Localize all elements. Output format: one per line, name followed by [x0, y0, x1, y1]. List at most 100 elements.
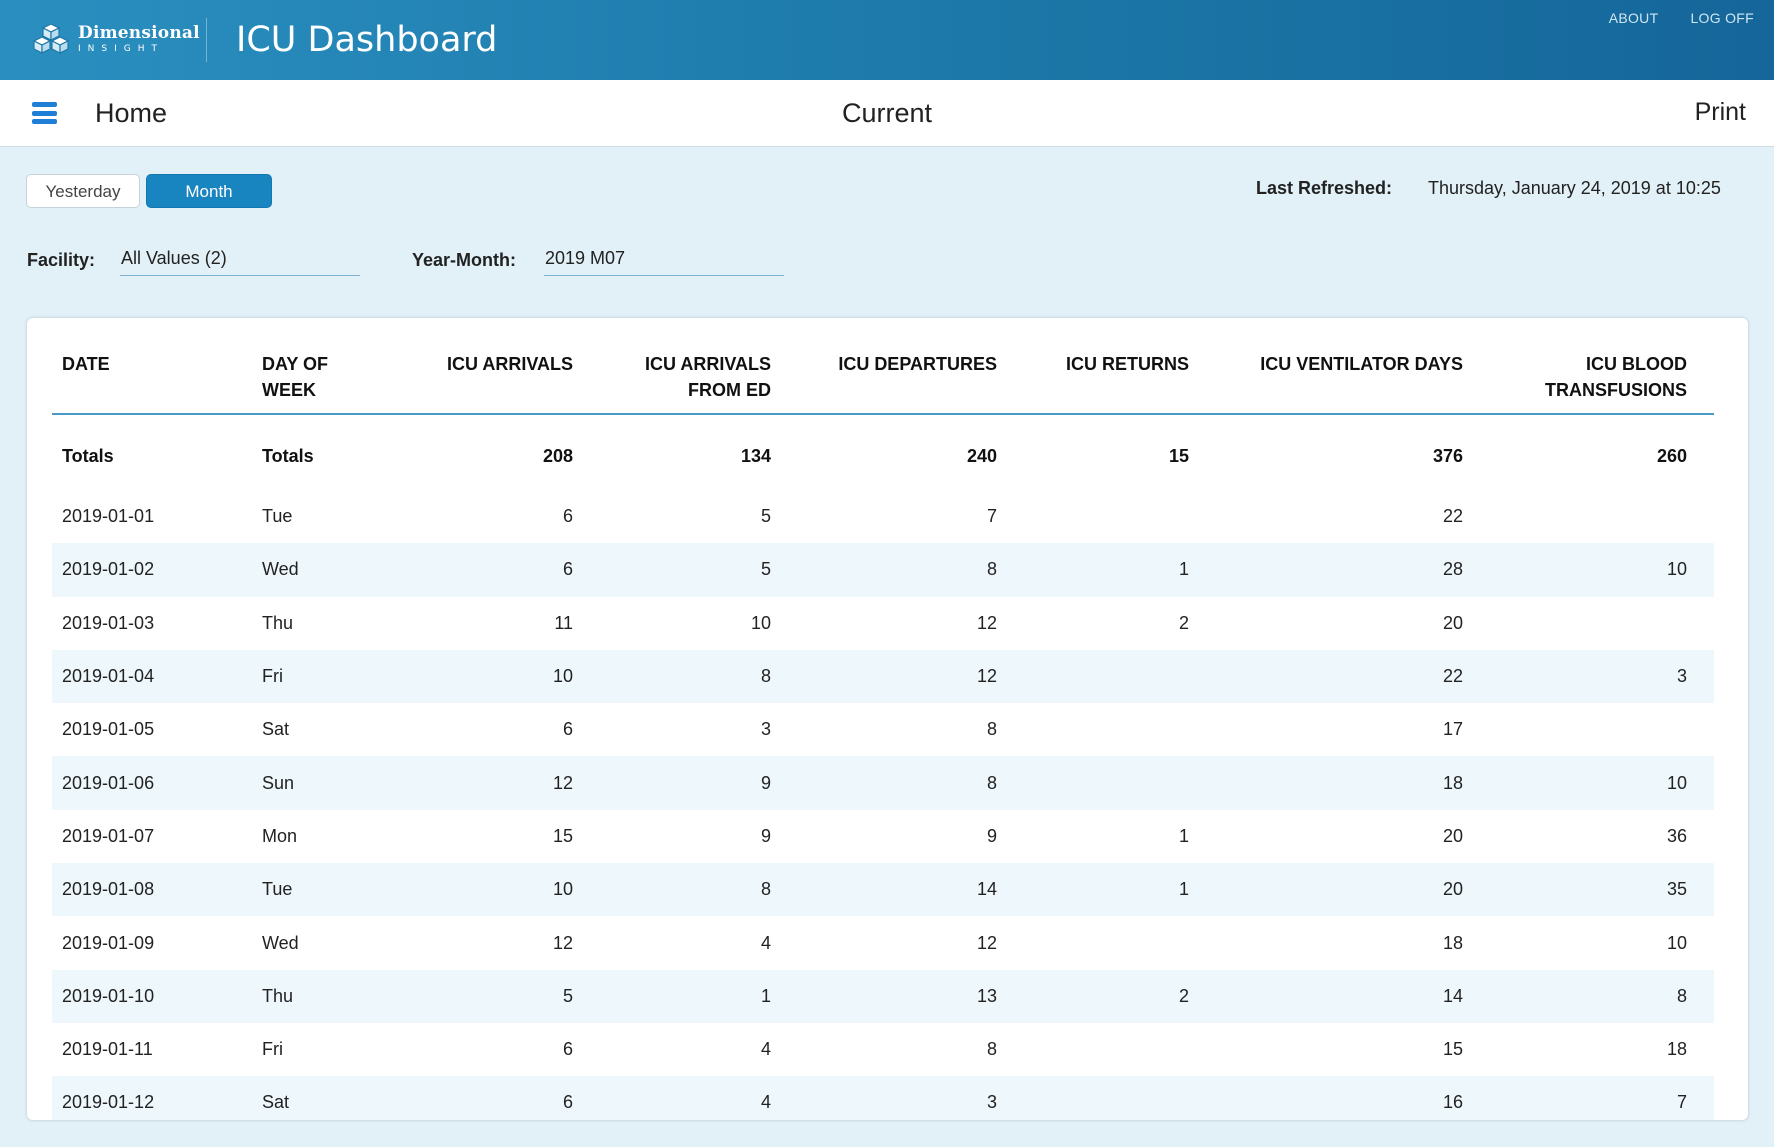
table-row[interactable]: 2019-01-05 Sat 6 3 8 17 — [52, 703, 1714, 756]
cell-icu-arrivals: 6 — [562, 719, 573, 740]
cell-icu-arrivals-from-ed: 9 — [600, 756, 798, 810]
table-row[interactable]: 2019-01-08 Tue 10 8 14 1 20 35 — [52, 863, 1714, 917]
cell-icu-arrivals-from-ed: 4 — [760, 932, 771, 953]
cell-icu-blood-transfusions — [1490, 703, 1714, 756]
table-row[interactable]: 2019-01-02 Wed 6 5 8 1 28 10 — [52, 543, 1714, 597]
logo-line-2: INSIGHT — [78, 43, 164, 54]
cell-date: 2019-01-12 — [52, 1076, 252, 1120]
table-row[interactable]: 2019-01-04 Fri 10 8 12 22 3 — [52, 649, 1714, 704]
log-off-link[interactable]: LOG OFF — [1690, 10, 1754, 26]
hamburger-menu-icon[interactable] — [32, 102, 57, 124]
column-header-icu-blood-transfusions[interactable]: ICU BLOOD TRANSFUSIONS — [1490, 336, 1714, 415]
cell-icu-arrivals: 6 — [562, 1039, 573, 1060]
cell-icu-departures: 12 — [976, 612, 997, 633]
column-header-day-of-week[interactable]: DAY OF WEEK — [252, 336, 402, 415]
cell-day-of-week: Sun — [252, 756, 402, 810]
cell-icu-arrivals-from-ed: 8 — [600, 863, 798, 917]
cell-day-of-week: Thu — [252, 969, 402, 1023]
column-header-icu-departures[interactable]: ICU DEPARTURES — [798, 336, 1024, 415]
cell-icu-departures: 8 — [986, 719, 997, 740]
table-row[interactable]: 2019-01-11 Fri 6 4 8 15 18 — [52, 1023, 1714, 1076]
cell-date: 2019-01-07 — [62, 825, 155, 846]
cell-icu-arrivals: 12 — [552, 932, 573, 953]
cell-icu-ventilator-days: 18 — [1216, 756, 1490, 810]
year-month-select[interactable]: 2019 M07 — [544, 248, 784, 276]
cell-icu-arrivals: 6 — [562, 506, 573, 527]
cell-icu-ventilator-days: 20 — [1216, 863, 1490, 917]
cell-icu-departures: 12 — [976, 932, 997, 953]
year-month-label: Year-Month: — [412, 250, 517, 270]
totals-cell-day-of-week: Totals — [262, 446, 314, 466]
table-row[interactable]: 2019-01-12 Sat 6 4 3 16 7 — [52, 1076, 1714, 1120]
month-button[interactable]: Month — [146, 174, 272, 208]
table-body: Totals Totals 208 134 240 15 376 260 2019-01-01 T… — [52, 414, 1714, 1120]
cell-icu-arrivals-from-ed: 8 — [600, 649, 798, 704]
dimensional-insight-logo[interactable]: Dimensional INSIGHT — [32, 22, 200, 56]
cell-icu-departures: 12 — [798, 649, 1024, 704]
column-header-icu-ventilator-days[interactable]: ICU VENTILATOR DAYS — [1216, 336, 1490, 415]
cell-day-of-week: Sat — [262, 719, 290, 740]
column-header-icu-arrivals[interactable]: ICU ARRIVALS — [402, 336, 600, 415]
cell-icu-blood-transfusions — [1490, 597, 1714, 650]
cell-date: 2019-01-11 — [62, 1039, 153, 1060]
table-row[interactable]: 2019-01-06 Sun 12 9 8 18 10 — [52, 756, 1714, 810]
cell-icu-arrivals: 11 — [554, 612, 573, 633]
cell-icu-blood-transfusions: 18 — [1666, 1039, 1687, 1060]
column-header-date[interactable]: DATE — [52, 336, 252, 415]
cell-icu-returns: 1 — [1178, 825, 1189, 846]
table-row[interactable]: 2019-01-03 Thu 11 10 12 2 20 — [52, 597, 1714, 650]
cell-icu-arrivals-from-ed: 4 — [760, 1039, 771, 1060]
cell-icu-returns — [1024, 703, 1216, 756]
table-row[interactable]: 2019-01-01 Tue 6 5 7 22 — [52, 490, 1714, 543]
cell-icu-departures: 8 — [798, 543, 1024, 597]
cell-icu-ventilator-days: 17 — [1442, 719, 1463, 740]
cell-icu-arrivals-from-ed: 5 — [760, 506, 771, 527]
totals-cell-icu-departures: 240 — [966, 446, 997, 466]
cube-logo-icon — [32, 23, 70, 54]
about-link[interactable]: ABOUT — [1608, 10, 1659, 26]
logo-wordmark: Dimensional INSIGHT — [78, 22, 200, 54]
cell-icu-returns: 2 — [1024, 969, 1216, 1023]
cell-day-of-week: Wed — [252, 543, 402, 597]
cell-date: 2019-01-02 — [52, 543, 252, 597]
cell-icu-arrivals-from-ed: 3 — [760, 719, 771, 740]
data-table-card: DATE DAY OF WEEK ICU ARRIVALS ICU ARRIVALS … — [27, 318, 1748, 1120]
navigation-bar: Current Home Print — [0, 80, 1774, 147]
logo-line-1: Dimensional — [78, 22, 200, 43]
cell-icu-blood-transfusions: 3 — [1490, 649, 1714, 704]
table-row[interactable]: 2019-01-10 Thu 5 1 13 2 14 8 — [52, 969, 1714, 1023]
cell-date: 2019-01-05 — [62, 719, 155, 740]
home-link[interactable]: Home — [95, 98, 168, 128]
print-button[interactable]: Print — [1694, 98, 1746, 126]
totals-cell-icu-returns: 15 — [1168, 446, 1189, 466]
cell-day-of-week: Mon — [262, 825, 298, 846]
icu-data-table: DATE DAY OF WEEK ICU ARRIVALS ICU ARRIVALS … — [52, 336, 1714, 1120]
cell-icu-ventilator-days: 22 — [1442, 506, 1463, 527]
cell-icu-ventilator-days: 20 — [1442, 612, 1463, 633]
cell-icu-ventilator-days: 15 — [1442, 1039, 1463, 1060]
cell-icu-returns — [1024, 756, 1216, 810]
cell-icu-blood-transfusions: 10 — [1666, 932, 1687, 953]
totals-row: Totals Totals 208 134 240 15 376 260 — [52, 414, 1714, 490]
cell-icu-blood-transfusions — [1490, 490, 1714, 543]
column-header-icu-returns[interactable]: ICU RETURNS — [1024, 336, 1216, 415]
cell-icu-blood-transfusions: 10 — [1490, 543, 1714, 597]
yesterday-button[interactable]: Yesterday — [26, 174, 140, 208]
cell-icu-arrivals-from-ed: 5 — [600, 543, 798, 597]
cell-icu-returns — [1024, 490, 1216, 543]
cell-icu-ventilator-days: 22 — [1216, 649, 1490, 704]
facility-select[interactable]: All Values (2) — [120, 248, 360, 276]
cell-day-of-week: Tue — [262, 506, 293, 527]
totals-cell-icu-ventilator-days: 376 — [1432, 446, 1463, 466]
cell-icu-ventilator-days: 16 — [1216, 1076, 1490, 1120]
cell-icu-arrivals-from-ed: 9 — [760, 825, 771, 846]
last-refreshed-value: Thursday, January 24, 2019 at 10:25 — [1428, 178, 1721, 198]
header-divider — [206, 18, 207, 62]
cell-date: 2019-01-10 — [52, 969, 252, 1023]
table-row[interactable]: 2019-01-09 Wed 12 4 12 18 10 — [52, 916, 1714, 969]
cell-icu-arrivals: 12 — [402, 756, 600, 810]
page-title: Current — [841, 98, 933, 128]
cell-date: 2019-01-06 — [52, 756, 252, 810]
table-row[interactable]: 2019-01-07 Mon 15 9 9 1 20 36 — [52, 810, 1714, 863]
column-header-icu-arrivals-from-ed[interactable]: ICU ARRIVALS FROM ED — [600, 336, 798, 415]
